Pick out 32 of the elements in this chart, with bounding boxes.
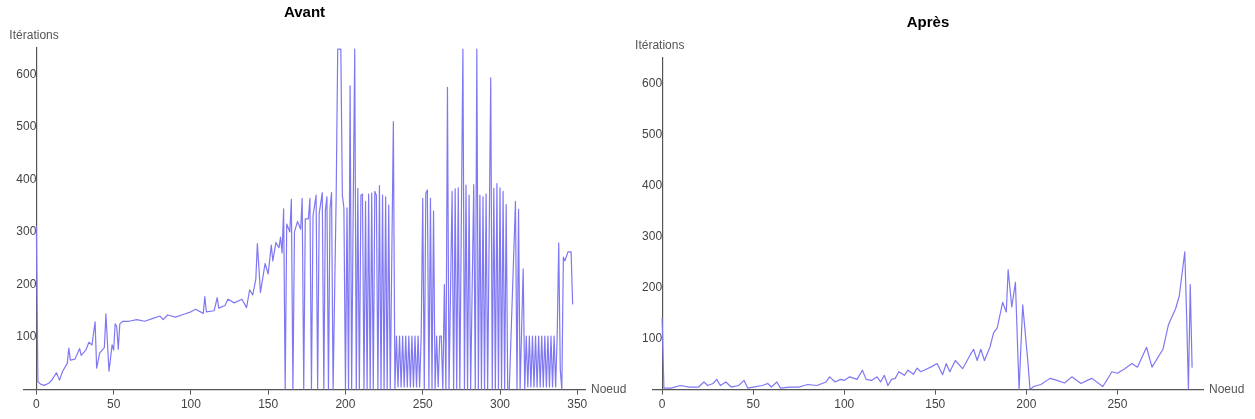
x-tick-label: 350 <box>567 397 588 412</box>
x-tick-label: 100 <box>834 397 855 412</box>
x-tick-label: 200 <box>1016 397 1037 412</box>
chart-title: Après <box>906 13 950 31</box>
y-tick-label: 400 <box>16 171 37 186</box>
y-tick-label: 400 <box>642 177 663 192</box>
y-tick-label: 300 <box>642 228 663 243</box>
x-tick-label: 150 <box>925 397 946 412</box>
x-tick-label: 300 <box>489 397 511 412</box>
y-tick-label: 200 <box>642 279 663 294</box>
x-tick-label: 50 <box>746 397 761 412</box>
y-tick-label: 600 <box>16 66 37 81</box>
x-axis-title: Noeud <box>591 381 627 396</box>
y-axis-title: Itérations <box>635 38 685 53</box>
y-tick-label: 100 <box>642 330 663 345</box>
x-tick-label: 0 <box>33 397 41 412</box>
y-tick-label: 200 <box>16 276 37 291</box>
x-tick-label: 250 <box>412 397 434 412</box>
x-tick-label: 200 <box>335 397 356 412</box>
chart-title: Avant <box>283 3 326 21</box>
y-tick-label: 300 <box>16 224 37 239</box>
x-tick-label: 250 <box>1107 397 1128 412</box>
x-axis-title: Noeud <box>1209 381 1245 396</box>
y-tick-label: 600 <box>642 75 663 90</box>
y-tick-label: 100 <box>16 329 37 344</box>
y-tick-label: 500 <box>642 126 663 141</box>
x-tick-label: 150 <box>258 397 279 412</box>
x-tick-label: 0 <box>658 397 666 412</box>
x-tick-label: 50 <box>106 397 121 412</box>
y-tick-label: 500 <box>16 119 37 134</box>
x-tick-label: 100 <box>180 397 202 412</box>
y-axis-title: Itérations <box>9 28 59 43</box>
